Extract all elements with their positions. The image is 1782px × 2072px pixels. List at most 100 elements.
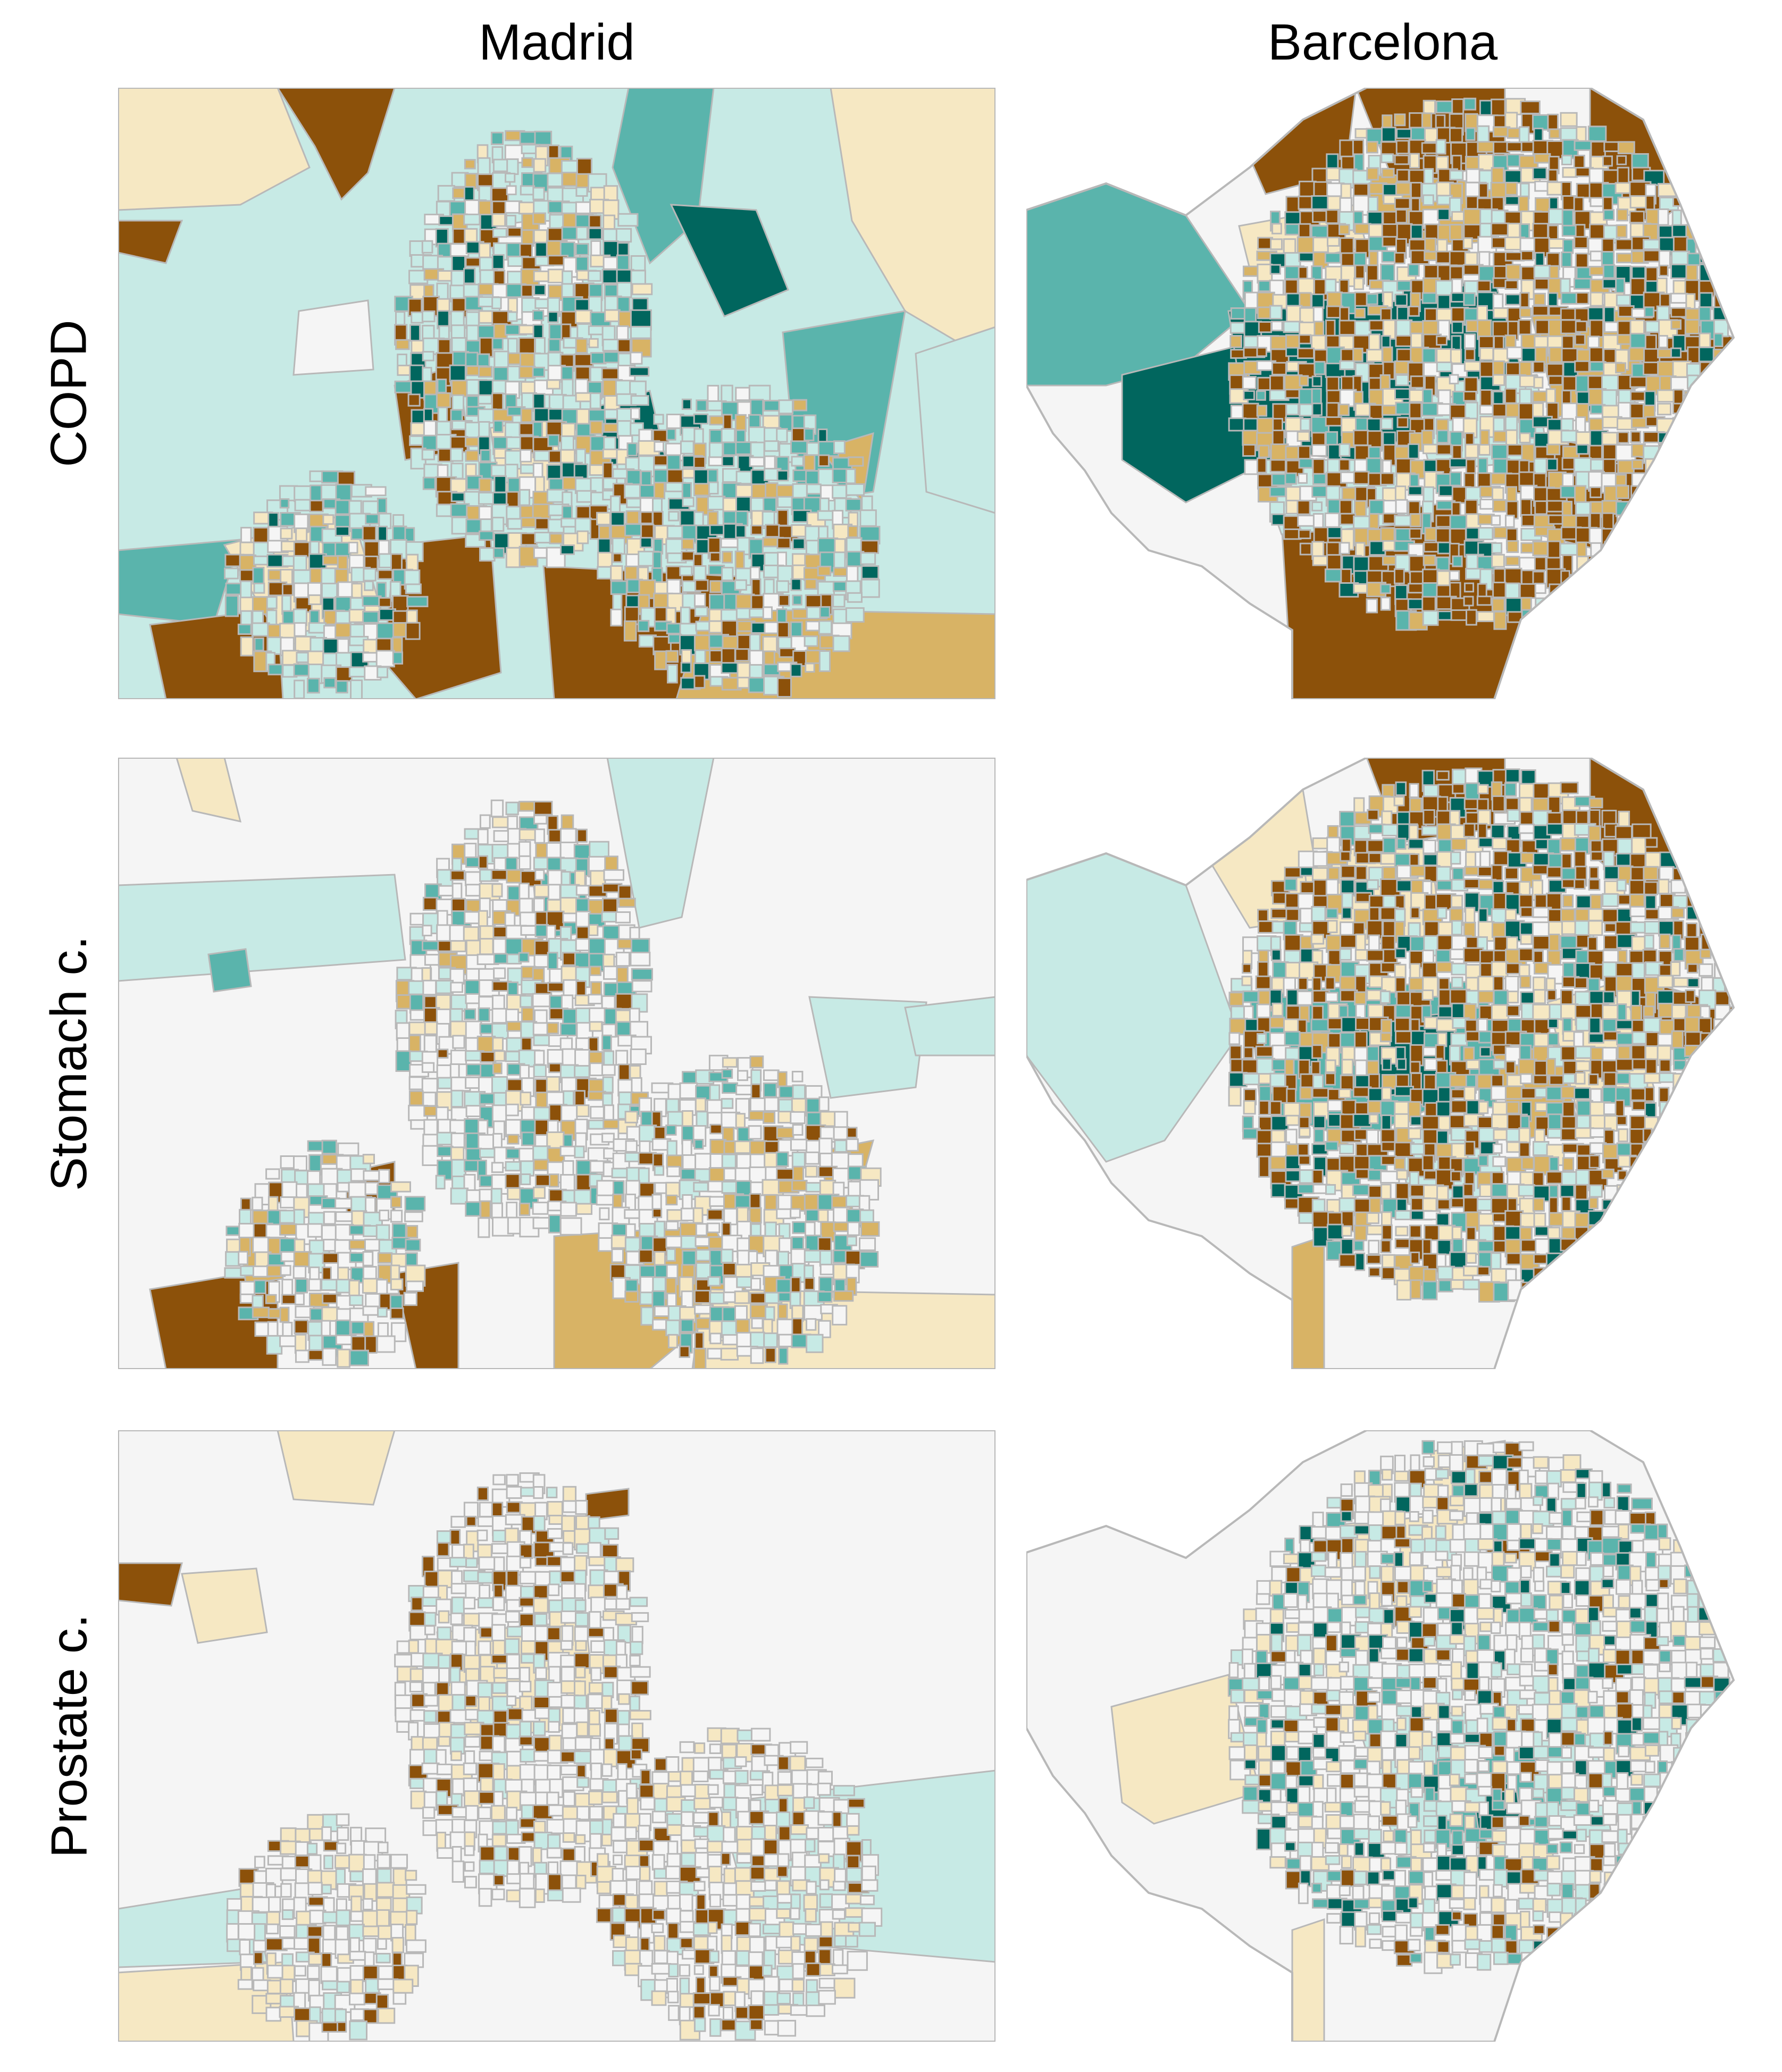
region-very-high [118,1562,183,1607]
census-tract [610,495,621,513]
census-tract [1644,894,1657,910]
census-tract [1574,360,1590,373]
census-tract [1465,195,1479,210]
census-tract [1380,527,1395,543]
census-tract [282,1322,293,1337]
census-tract [1270,238,1283,250]
census-tract [1575,1060,1591,1072]
census-tract [1465,458,1476,474]
census-tract [804,1304,823,1321]
census-tract [1547,1032,1559,1046]
census-tract [532,1202,549,1215]
census-tract [1450,1033,1468,1046]
census-tract [520,1748,536,1763]
census-tract [1657,208,1669,226]
census-tract [1353,430,1369,446]
census-tract [1687,977,1700,988]
census-tract [1713,402,1733,420]
census-tract [1518,1142,1530,1157]
census-tract [390,1278,404,1290]
census-tract [450,940,466,952]
census-tract [775,1151,789,1167]
census-tract [266,1911,281,1926]
census-tract [532,309,545,321]
census-tract [832,635,850,652]
census-tract [610,511,625,527]
census-tract [1368,333,1381,351]
census-tract [1396,169,1410,182]
census-tract [1436,1253,1446,1268]
census-tract [1338,1088,1352,1099]
census-tract [1242,402,1259,421]
census-tract [1533,950,1544,964]
census-tract [1339,360,1356,371]
census-tract [547,269,564,283]
census-tract [1477,280,1492,292]
census-tract [1561,402,1578,422]
census-tract [1672,1073,1693,1091]
census-tract [1436,1198,1451,1210]
census-tract [601,1133,615,1143]
census-tract [693,483,711,497]
region-mod-high [277,1430,396,1506]
census-tract [612,1193,623,1209]
census-tract [465,1557,478,1568]
census-tract [321,1306,340,1322]
map-madrid-stomach [118,758,995,1369]
census-tract [477,1597,494,1608]
census-tract [505,214,516,227]
census-tract [1325,319,1336,338]
census-tract [1617,1197,1638,1211]
census-tract [1312,513,1324,529]
census-tract [629,1008,640,1023]
census-tract [749,456,765,467]
census-tract [721,567,734,581]
census-tract [377,569,394,580]
census-tract [518,855,531,870]
census-tract [1492,499,1507,513]
census-tract [1588,990,1605,1005]
census-tract [1368,1266,1381,1277]
census-tract [859,509,877,527]
census-tract [548,1734,562,1753]
census-tract [833,1785,855,1797]
census-tract [362,1305,379,1316]
census-tract [720,538,740,548]
census-tract [491,883,503,897]
census-tract [1701,457,1718,478]
census-tract [1614,474,1627,486]
census-tract [1464,251,1478,266]
census-tract [748,1110,765,1121]
census-tract [507,1707,524,1721]
census-tract [602,462,614,481]
census-tract [1546,557,1561,571]
census-tract [1325,976,1336,991]
map-madrid-prostate [118,1430,995,2042]
census-tract [1672,894,1688,909]
census-tract [547,884,561,901]
census-tract [779,1237,792,1254]
census-tract [1269,1016,1285,1029]
census-tract [1631,153,1649,170]
census-tract [1628,347,1645,362]
census-tract [575,1203,593,1215]
census-tract [680,1319,695,1333]
census-tract [735,607,751,620]
census-tract [750,1727,771,1742]
census-tract [651,1854,665,1871]
census-tract [450,1681,466,1696]
census-tract [1462,237,1473,249]
census-tract [751,1318,764,1329]
census-tract [1338,320,1356,336]
census-tract [1381,1114,1392,1131]
census-tract [1547,292,1559,307]
census-tract [763,1332,778,1348]
census-tract [1256,1033,1267,1044]
census-tract [1242,1072,1260,1086]
census-tract [519,1873,535,1890]
census-tract [1354,458,1368,473]
census-tract [1366,293,1378,305]
census-tract [613,1840,628,1853]
census-tract [708,481,719,495]
census-tract [790,1741,808,1754]
